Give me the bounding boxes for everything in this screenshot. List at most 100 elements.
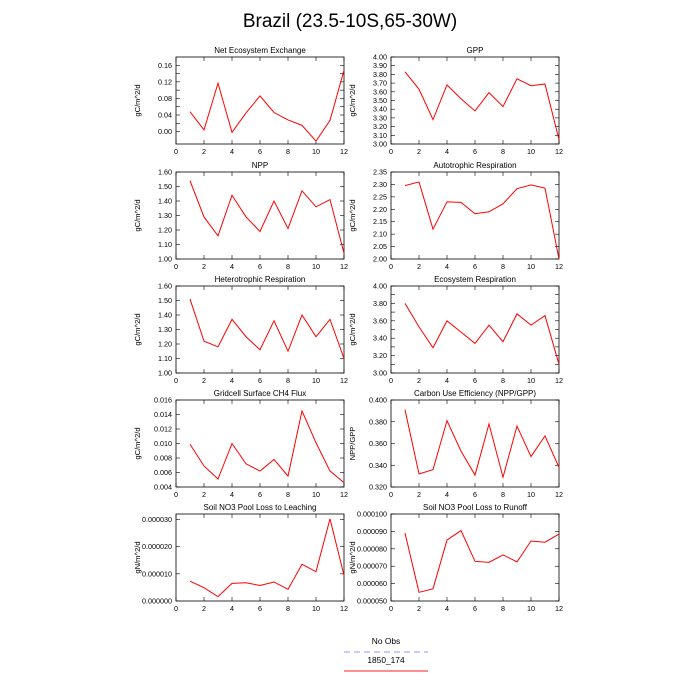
y-tick-label: 0.00	[158, 127, 172, 136]
y-tick-label: 2.10	[373, 230, 387, 239]
x-tick-label: 12	[340, 376, 348, 385]
y-tick-label: 2.20	[373, 205, 387, 214]
y-tick-label: 0.000080	[357, 544, 387, 553]
figure-title: Brazil (23.5-10S,65-30W)	[243, 11, 457, 32]
x-tick-label: 0	[174, 262, 178, 271]
y-tick-label: 0.006	[154, 468, 172, 477]
x-tick-label: 0	[174, 604, 178, 613]
x-tick-label: 6	[258, 490, 262, 499]
y-tick-label: 2.05	[373, 242, 387, 251]
series-line	[404, 409, 560, 480]
y-tick-label: 1.30	[158, 325, 172, 334]
y-tick-label: 1.50	[158, 296, 172, 305]
plot-frame	[175, 513, 345, 602]
plot-frame	[390, 56, 560, 145]
x-tick-label: 0	[389, 376, 393, 385]
x-tick-label: 6	[473, 262, 477, 271]
series-line	[189, 298, 345, 359]
plot-frame	[175, 56, 345, 145]
y-tick-label: 2.35	[373, 168, 387, 177]
x-tick-label: 4	[445, 604, 449, 613]
chart-panel: Carbon Use Efficiency (NPP/GPP) NPP/GPP 0 2…	[348, 389, 563, 499]
y-tick-label: 1.30	[158, 211, 172, 220]
x-tick-label: 2	[417, 490, 421, 499]
y-tick-label: 0.000060	[357, 579, 387, 588]
x-tick-label: 0	[389, 147, 393, 156]
y-tick-label: 0.000000	[142, 597, 172, 606]
x-tick-label: 0	[174, 147, 178, 156]
x-tick-label: 4	[230, 147, 234, 156]
y-tick-label: 0.340	[369, 461, 387, 470]
y-axis-label: gN/m^2/d	[133, 541, 142, 573]
x-tick-label: 10	[312, 147, 320, 156]
x-tick-label: 0	[389, 604, 393, 613]
panel-title: Carbon Use Efficiency (NPP/GPP)	[414, 389, 536, 398]
y-tick-label: 0.000030	[142, 515, 172, 524]
x-tick-label: 12	[340, 147, 348, 156]
chart-panel: Soil NO3 Pool Loss to Runoff gN/m^2/d 0 2 4 6…	[348, 503, 563, 613]
series-line	[404, 303, 560, 365]
x-tick-label: 2	[417, 604, 421, 613]
chart-panel: Net Ecosystem Exchange gC/m^2/d 0 2 4 6 8 10 12 0…	[133, 46, 348, 156]
plot-frame	[390, 513, 560, 602]
y-tick-label: 0.000070	[357, 562, 387, 571]
y-tick-label: 0.16	[158, 61, 172, 70]
chart-panel: Soil NO3 Pool Loss to Leaching gN/m^2/d 0 2…	[133, 503, 348, 613]
x-tick-label: 6	[473, 604, 477, 613]
y-tick-label: 3.90	[373, 61, 387, 70]
y-tick-label: 3.50	[373, 96, 387, 105]
x-tick-label: 4	[445, 147, 449, 156]
x-tick-label: 6	[258, 262, 262, 271]
y-tick-label: 0.08	[158, 94, 172, 103]
x-tick-label: 12	[555, 147, 563, 156]
x-tick-label: 8	[286, 376, 290, 385]
plot-frame	[175, 399, 345, 488]
x-tick-label: 12	[340, 262, 348, 271]
y-tick-label: 2.00	[373, 255, 387, 264]
x-tick-label: 10	[527, 604, 535, 613]
x-tick-label: 10	[527, 147, 535, 156]
series-line	[404, 181, 560, 260]
x-tick-label: 10	[527, 376, 535, 385]
y-tick-label: 1.40	[158, 197, 172, 206]
x-tick-label: 0	[389, 262, 393, 271]
chart-panel: Autotrophic Respiration gC/m^2/d 0 2 4 6 8 10 12…	[348, 161, 563, 271]
x-tick-label: 2	[202, 604, 206, 613]
y-tick-label: 0.04	[158, 111, 172, 120]
x-tick-label: 12	[340, 604, 348, 613]
y-tick-label: 1.60	[158, 282, 172, 291]
panel-title: Heterotrophic Respiration	[215, 275, 306, 284]
x-tick-label: 6	[473, 147, 477, 156]
y-tick-label: 0.016	[154, 396, 172, 405]
series-line	[404, 71, 560, 140]
x-tick-label: 12	[555, 604, 563, 613]
y-axis-label: gC/m^2/d	[348, 84, 357, 116]
y-tick-label: 1.00	[158, 255, 172, 264]
y-axis-label: gC/m^2/d	[133, 199, 142, 231]
chart-panel: Gridcell Surface CH4 Flux gC/m^2/d 0 2 4 6 8 10…	[133, 389, 348, 499]
y-tick-label: 0.014	[154, 410, 172, 419]
x-tick-label: 2	[417, 147, 421, 156]
series-line	[189, 70, 345, 142]
x-tick-label: 8	[286, 147, 290, 156]
panel-title: Soil NO3 Pool Loss to Runoff	[423, 503, 528, 512]
x-tick-label: 0	[174, 376, 178, 385]
x-tick-label: 10	[527, 262, 535, 271]
y-tick-label: 1.10	[158, 240, 172, 249]
panel-title: NPP	[252, 161, 268, 170]
y-tick-label: 0.000010	[142, 569, 172, 578]
x-tick-label: 4	[230, 604, 234, 613]
y-tick-label: 3.20	[373, 122, 387, 131]
series-line	[189, 409, 345, 484]
x-tick-label: 2	[202, 376, 206, 385]
x-tick-label: 4	[230, 262, 234, 271]
x-tick-label: 2	[202, 490, 206, 499]
panel-title: GPP	[467, 46, 484, 55]
x-tick-label: 6	[473, 376, 477, 385]
chart-panel: NPP gC/m^2/d 0 2 4 6 8 10 12 1.00 1.10 1.20 1.30 1.40…	[133, 161, 348, 271]
x-tick-label: 6	[258, 376, 262, 385]
x-tick-label: 4	[230, 490, 234, 499]
y-tick-label: 3.00	[373, 140, 387, 149]
y-axis-label: gN/m^2/d	[348, 541, 357, 573]
